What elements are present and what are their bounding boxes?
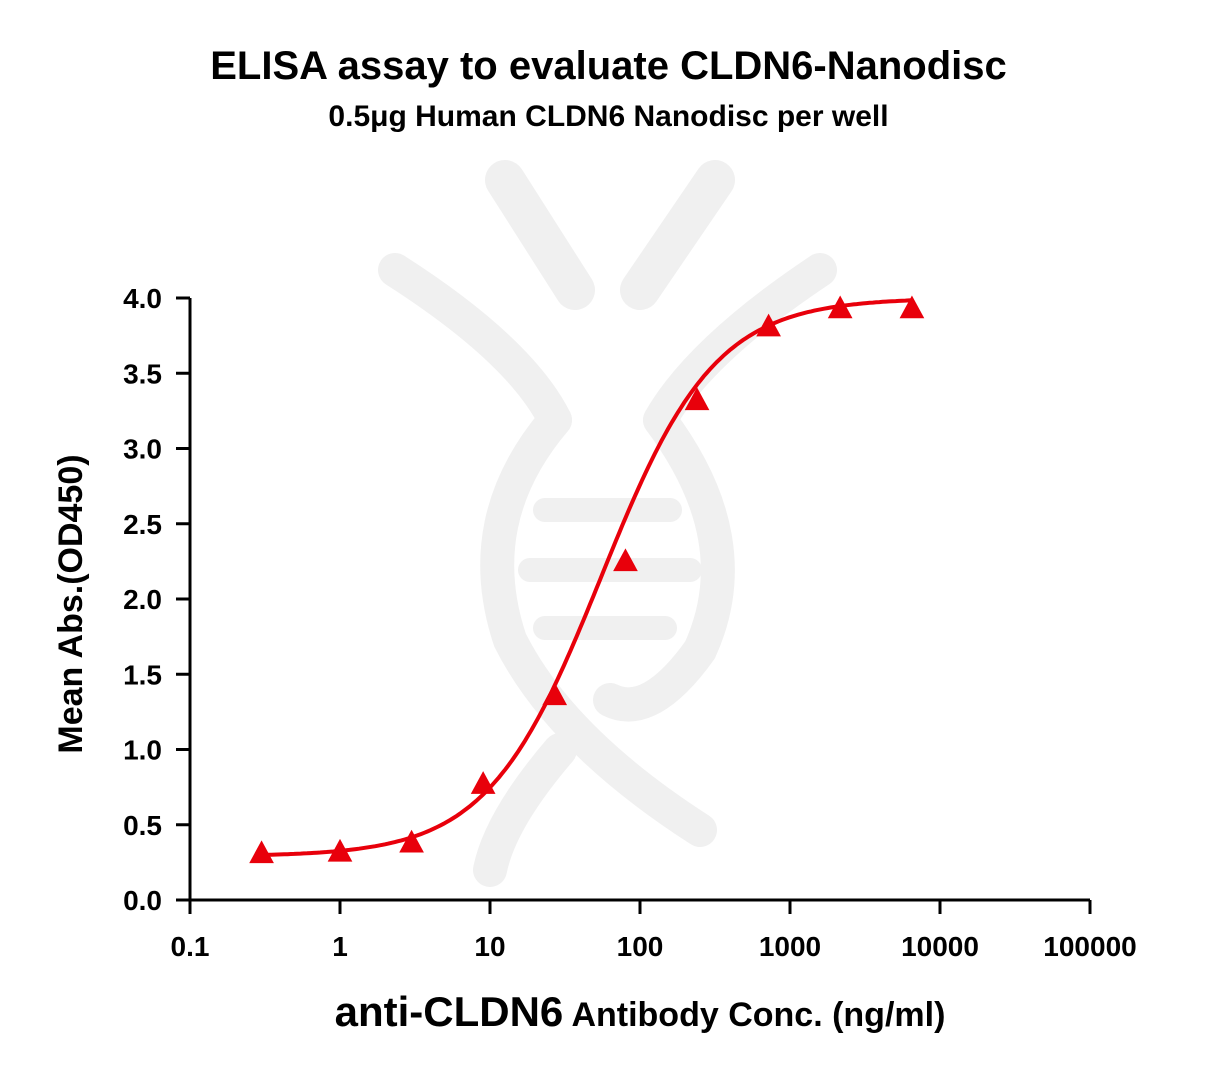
watermark-logo <box>378 160 837 887</box>
data-point <box>399 829 424 853</box>
x-axis-title-rest: Antibody Conc. (ng/ml) <box>563 996 945 1034</box>
x-tick-label: 0.1 <box>171 931 210 962</box>
chart-title: ELISA assay to evaluate CLDN6-Nanodisc <box>210 44 1007 88</box>
x-tick-label: 1000 <box>759 931 821 962</box>
y-tick-label: 3.0 <box>123 434 162 465</box>
x-tick-label: 100000 <box>1043 931 1136 962</box>
x-tick-label: 10 <box>474 931 505 962</box>
x-tick-label: 100 <box>617 931 664 962</box>
y-tick-label: 2.0 <box>123 584 162 615</box>
y-tick-label: 2.5 <box>123 509 162 540</box>
data-point <box>470 771 496 794</box>
y-axis-title: Mean Abs.(OD450) <box>52 454 90 753</box>
x-axis-title: anti-CLDN6 Antibody Conc. (ng/ml) <box>335 988 946 1035</box>
fit-curve <box>261 298 912 857</box>
x-tick-label: 10000 <box>901 931 979 962</box>
data-point <box>542 682 568 706</box>
chart-subtitle: 0.5μg Human CLDN6 Nanodisc per well <box>328 100 889 133</box>
y-tick-label: 4.0 <box>123 283 162 314</box>
y-tick-label: 1.0 <box>123 735 162 766</box>
data-point <box>249 840 274 864</box>
data-point <box>827 295 853 319</box>
data-point <box>756 313 781 337</box>
x-axis-title-main: anti-CLDN6 <box>335 988 564 1035</box>
x-tick-label: 1 <box>332 931 348 962</box>
data-point <box>327 838 353 862</box>
y-tick-label: 1.5 <box>123 659 162 690</box>
data-point <box>684 387 710 411</box>
y-tick-label: 0.0 <box>123 885 162 916</box>
y-tick-label: 0.5 <box>123 810 162 841</box>
data-point <box>613 548 638 572</box>
y-tick-label: 3.5 <box>123 358 162 389</box>
data-point <box>899 295 925 319</box>
